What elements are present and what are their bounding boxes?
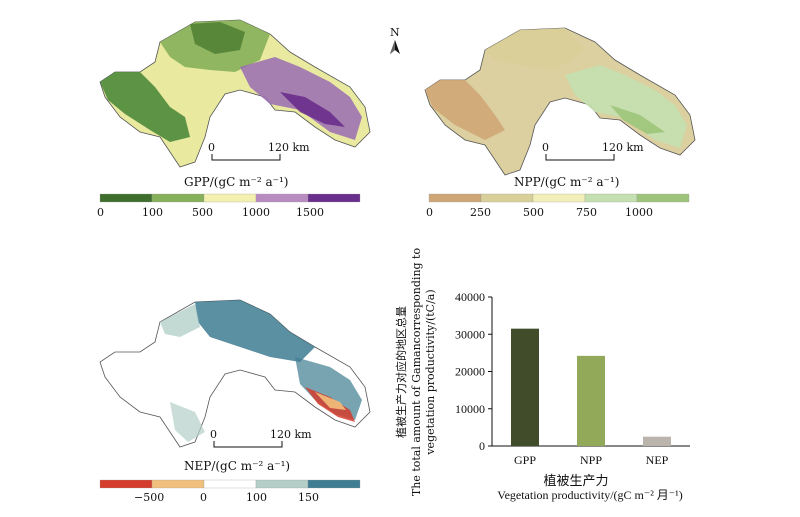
nep-scalebar-km: 120 km: [270, 428, 312, 441]
npp-legend-title: NPP/(gC m⁻² a⁻¹): [514, 175, 620, 189]
gpp-tick-0: 0: [97, 206, 104, 219]
gpp-legend-segment-3: [255, 193, 309, 203]
gpp-tick-2: 500: [192, 206, 213, 219]
npp-color-legend: [428, 193, 690, 203]
gpp-scalebar-km: 120 km: [268, 141, 310, 154]
npp-scalebar-km: 120 km: [602, 141, 644, 154]
npp-scalebar: [545, 154, 615, 161]
gpp-scalebar-zero: 0: [208, 141, 215, 154]
gpp-scalebar: [211, 154, 281, 161]
north-label: N: [390, 26, 400, 39]
gpp-tick-1: 100: [142, 206, 163, 219]
npp-legend-segment-2: [532, 193, 586, 203]
nep-map: [99, 299, 371, 448]
nep-legend-segment-1: [151, 479, 205, 489]
gpp-legend-title: GPP/(gC m⁻² a⁻¹): [184, 175, 289, 189]
npp-legend-segment-1: [480, 193, 534, 203]
npp-tick-3: 750: [576, 206, 597, 219]
nep-legend-segment-3: [255, 479, 309, 489]
gpp-legend-segment-2: [203, 193, 257, 203]
nep-legend-segment-4: [307, 479, 361, 489]
north-arrow: [390, 40, 400, 54]
nep-color-legend: [99, 479, 361, 489]
npp-legend-segment-4: [636, 193, 690, 203]
nep-tick-0: −500: [134, 491, 165, 504]
gpp-legend-segment-4: [307, 193, 361, 203]
nep-tick-1: 0: [200, 491, 207, 504]
gpp-map: [99, 19, 371, 168]
npp-tick-2: 500: [523, 206, 544, 219]
npp-map: [424, 27, 696, 176]
gpp-tick-4: 1500: [296, 206, 324, 219]
nep-legend-title: NEP/(gC m⁻² a⁻¹): [184, 459, 291, 473]
gpp-legend-segment-0: [99, 193, 153, 203]
npp-tick-1: 250: [470, 206, 491, 219]
nep-scalebar-zero: 0: [210, 428, 217, 441]
nep-tick-3: 150: [298, 491, 319, 504]
gpp-color-legend: [99, 193, 361, 203]
npp-scalebar-zero: 0: [542, 141, 549, 154]
npp-tick-0: 0: [426, 206, 433, 219]
npp-legend-segment-0: [428, 193, 482, 203]
gpp-tick-3: 1000: [242, 206, 270, 219]
npp-legend-segment-3: [584, 193, 638, 203]
nep-legend-segment-2: [203, 479, 257, 489]
nep-legend-segment-0: [99, 479, 153, 489]
gpp-legend-segment-1: [151, 193, 205, 203]
nep-tick-2: 100: [246, 491, 267, 504]
nep-scalebar: [213, 441, 283, 448]
npp-tick-4: 1000: [625, 206, 653, 219]
